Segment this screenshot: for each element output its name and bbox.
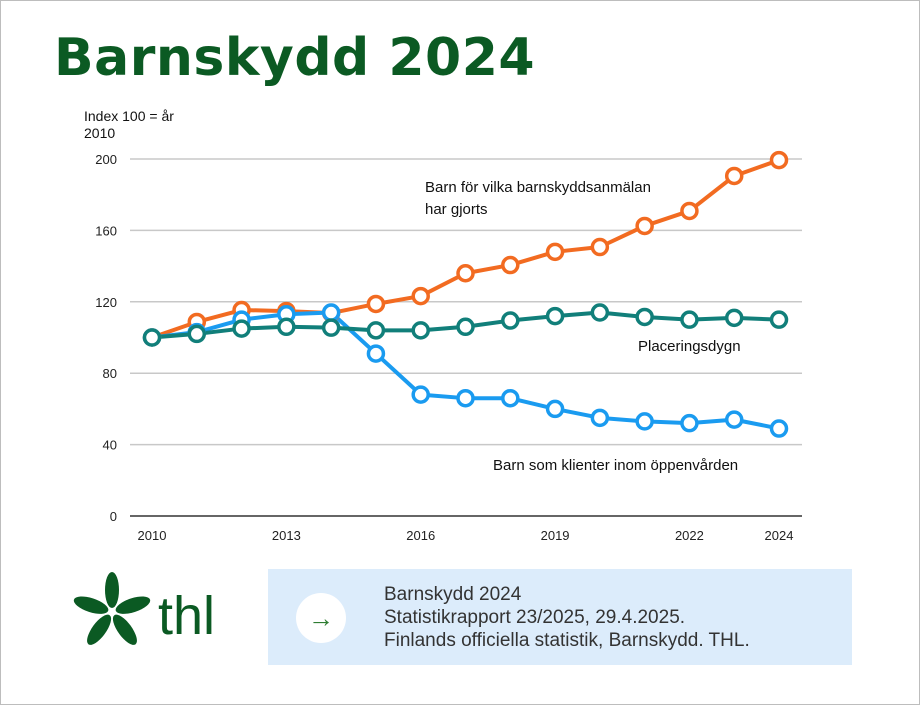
data-point <box>545 399 565 419</box>
data-point <box>635 412 654 431</box>
data-point <box>366 294 386 314</box>
y-tick-label: 80 <box>103 366 117 381</box>
data-point <box>769 150 789 170</box>
data-point <box>769 419 789 438</box>
data-point <box>724 308 744 328</box>
data-point <box>501 255 520 275</box>
data-point <box>411 321 430 340</box>
source-box: → Barnskydd 2024 Statistikrapport 23/202… <box>268 569 852 665</box>
data-point <box>411 286 430 306</box>
data-point <box>366 344 386 363</box>
data-point <box>456 263 475 283</box>
data-point <box>680 413 699 433</box>
data-point <box>635 307 654 327</box>
line-chart: 0 40 80 120 160 200 2010 2013 2016 2019 2022 2024 Ba… <box>95 150 802 543</box>
x-tick-label: 2013 <box>272 528 301 543</box>
source-line: Statistikrapport 23/2025, 29.4.2025. <box>384 607 686 628</box>
logo-text: thl <box>158 586 215 646</box>
source-line: Finlands officiella statistik, Barnskydd… <box>384 630 750 651</box>
data-point <box>590 408 610 428</box>
data-point <box>501 388 520 408</box>
data-point <box>142 328 162 347</box>
data-point <box>680 201 699 221</box>
data-point <box>456 317 475 337</box>
data-point <box>277 317 296 337</box>
y-tick-label: 0 <box>110 509 117 524</box>
data-point <box>321 318 341 337</box>
y-tick-label: 40 <box>103 438 117 453</box>
data-point <box>635 216 654 236</box>
data-point <box>545 306 565 326</box>
x-tick-label: 2024 <box>765 528 794 543</box>
data-point <box>590 237 610 257</box>
data-point <box>232 319 251 338</box>
y-axis-label: Index 100 = år 2010 <box>84 108 174 141</box>
arrow-right-icon[interactable]: → <box>296 593 346 643</box>
x-tick-label: 2022 <box>675 528 704 543</box>
series-label: Barn för vilka barnskyddsanmälan <box>425 179 651 196</box>
y-tick-label: 120 <box>95 295 117 310</box>
thl-logo: thl <box>73 572 215 646</box>
y-tick-label: 160 <box>95 223 117 238</box>
data-point <box>411 385 430 404</box>
data-point <box>769 310 789 329</box>
data-point <box>366 321 386 340</box>
data-point <box>501 311 520 330</box>
data-point <box>545 242 565 262</box>
data-point <box>187 324 207 344</box>
y-tick-label: 200 <box>95 152 117 167</box>
series-label: Barn som klienter inom öppenvården <box>493 457 738 474</box>
page-title: Barnskydd 2024 <box>54 28 536 88</box>
source-line: Barnskydd 2024 <box>384 584 522 605</box>
data-point <box>724 410 744 429</box>
x-tick-label: 2016 <box>406 528 435 543</box>
x-tick-label: 2019 <box>541 528 570 543</box>
data-point <box>590 303 610 322</box>
data-point <box>456 388 475 408</box>
data-point <box>680 310 699 329</box>
data-point <box>724 166 744 186</box>
series-label: har gjorts <box>425 201 488 218</box>
x-tick-label: 2010 <box>138 528 167 543</box>
series-label: Placeringsdygn <box>638 338 741 355</box>
data-point <box>321 303 341 322</box>
